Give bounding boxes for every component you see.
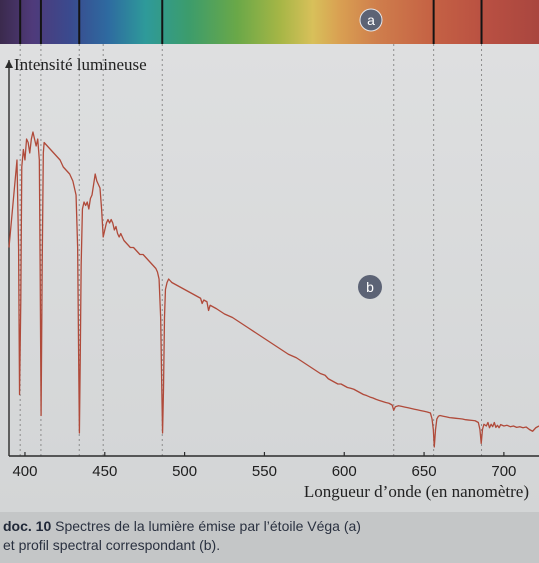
y-axis-label: Intensité lumineuse — [14, 55, 147, 74]
x-tick-label-450: 450 — [92, 463, 117, 480]
marker-a-label: a — [367, 12, 375, 28]
y-axis-arrow — [5, 60, 13, 68]
caption: doc. 10 Spectres de la lumière émise par… — [0, 512, 539, 563]
guide-lines — [19, 44, 483, 456]
x-tick-label-600: 600 — [332, 463, 357, 480]
caption-label: doc. 10 — [3, 518, 52, 534]
x-axis-label: Longueur d’onde (en nanomètre) — [304, 482, 529, 501]
marker-b: b — [358, 275, 382, 299]
caption-line-1: doc. 10 Spectres de la lumière émise par… — [3, 517, 539, 536]
spectrum-gradient — [0, 0, 539, 44]
marker-b-label: b — [366, 279, 374, 295]
marker-a: a — [359, 8, 383, 32]
marker-b-circle — [358, 275, 382, 299]
series-layer — [8, 131, 539, 448]
x-tick-label-700: 700 — [491, 463, 516, 480]
spectral-chart: 400 450 500 550 600 650 700 Intensité lumineus… — [0, 0, 539, 512]
x-tick-label-400: 400 — [12, 463, 37, 480]
x-tick-label-550: 550 — [252, 463, 277, 480]
x-tick-label-650: 650 — [412, 463, 437, 480]
spectrum-band — [0, 0, 539, 44]
x-tick-label-500: 500 — [172, 463, 197, 480]
spectral-curve-1 — [8, 131, 539, 448]
caption-text-1: Spectres de la lumière émise par l’étoil… — [51, 518, 361, 534]
x-axis-ticks: 400 450 500 550 600 650 700 — [12, 452, 516, 480]
marker-a-circle — [359, 8, 383, 32]
axes — [5, 60, 539, 457]
caption-line-2: et profil spectral correspondant (b). — [3, 537, 221, 553]
figure: 400 450 500 550 600 650 700 Intensité lumineus… — [0, 0, 539, 512]
